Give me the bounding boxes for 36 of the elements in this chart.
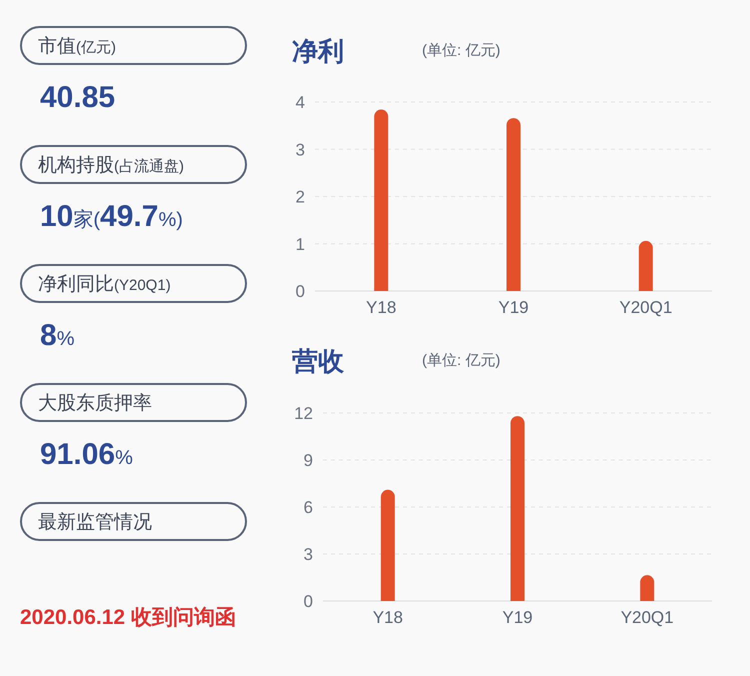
bar (510, 416, 524, 601)
bar (638, 240, 653, 291)
bar (380, 490, 395, 601)
x-tick-label: Y19 (498, 298, 529, 317)
y-tick-label: 3 (304, 545, 313, 564)
chart-subtitle: (单位: 亿元) (422, 42, 500, 59)
y-tick-label: 0 (304, 592, 313, 611)
text: 10家(49.7%) (40, 200, 183, 233)
text: 市值(亿元) (38, 35, 116, 57)
y-tick-label: 12 (294, 404, 313, 423)
text: 2020.06.12 收到问询函 (20, 606, 236, 629)
x-tick-label: Y20Q1 (619, 298, 672, 317)
bar (374, 110, 388, 291)
x-tick-label: Y18 (372, 608, 403, 627)
y-tick-label: 0 (296, 282, 305, 301)
text: 机构持股(占流通盘) (38, 155, 184, 176)
text: 最新监管情况 (38, 511, 152, 533)
y-tick-label: 6 (304, 498, 313, 517)
bar (506, 118, 520, 291)
text: 91.06% (40, 438, 134, 471)
chart-title: 净利 (292, 36, 344, 66)
text: 40.85 (40, 81, 116, 114)
y-tick-label: 2 (296, 188, 305, 206)
chart-title: 营收 (291, 346, 345, 376)
y-tick-label: 9 (304, 451, 313, 470)
text: 大股东质押率 (38, 392, 152, 414)
y-tick-label: 1 (296, 234, 305, 254)
text: 8% (40, 319, 75, 352)
x-tick-label: Y19 (502, 608, 533, 627)
bar (640, 575, 654, 601)
text: 净利同比(Y20Q1) (38, 274, 171, 295)
y-tick-label: 3 (296, 140, 305, 160)
chart-subtitle: (单位: 亿元) (422, 352, 500, 369)
x-tick-label: Y18 (366, 298, 396, 317)
x-tick-label: Y20Q1 (620, 608, 674, 627)
y-tick-label: 4 (296, 93, 305, 112)
